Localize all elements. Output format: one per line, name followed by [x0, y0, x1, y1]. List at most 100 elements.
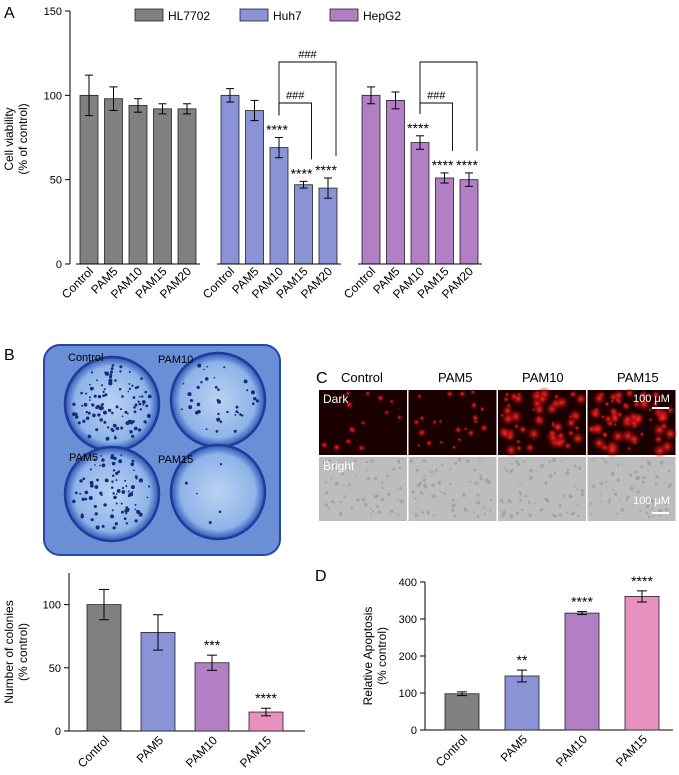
cell-texture: [576, 488, 579, 491]
colony: [131, 434, 135, 438]
fluorescent-cell: [344, 390, 352, 397]
colony: [129, 430, 133, 434]
cell-texture: [485, 508, 487, 510]
cell-texture: [423, 483, 427, 488]
colony: [217, 412, 220, 416]
cell-texture: [663, 482, 666, 485]
colony: [138, 512, 143, 517]
cell-texture: [482, 505, 486, 509]
cell-texture: [657, 492, 660, 495]
chart-b: 0 50 100 Number of colonies (% control) Contr…: [2, 573, 305, 770]
colony: [243, 379, 248, 384]
fluorescent-cell: [344, 437, 353, 446]
cell-texture: [509, 469, 513, 474]
colony: [93, 458, 96, 461]
colony: [127, 390, 130, 393]
fluorescent-cell: [547, 428, 557, 438]
plate-label: Control: [68, 352, 103, 364]
cell-texture: [366, 468, 369, 471]
colony: [130, 462, 135, 467]
colony: [134, 475, 138, 479]
fluorescent-cell: [504, 391, 510, 398]
fluorescent-cell: [586, 424, 597, 435]
cell-texture: [558, 504, 562, 508]
colony: [89, 468, 92, 471]
colony: [206, 365, 209, 368]
cell-texture: [465, 459, 470, 464]
colony: [123, 517, 127, 521]
cell-texture: [339, 461, 342, 464]
y-tick-label: 150: [44, 6, 62, 18]
cell-texture: [370, 459, 374, 463]
bar: [104, 98, 123, 265]
colony: [103, 420, 107, 424]
colony: [120, 454, 123, 457]
colony: [99, 464, 101, 467]
colony: [138, 395, 141, 398]
colony: [182, 382, 185, 385]
fluorescent-cell: [609, 412, 621, 423]
colony: [120, 408, 123, 411]
cell-texture: [332, 501, 335, 504]
colony: [97, 394, 102, 399]
colony: [125, 485, 128, 488]
colony: [91, 483, 94, 486]
fluorescent-cell: [590, 409, 601, 419]
colony: [113, 495, 117, 500]
colony: [120, 510, 124, 514]
colony: [90, 518, 94, 522]
cell-texture: [577, 466, 582, 471]
cell-texture: [619, 500, 622, 503]
cell-texture: [437, 480, 442, 485]
cell-texture: [380, 481, 384, 485]
colony: [184, 481, 188, 485]
legend-swatch: [329, 8, 359, 22]
fluorescent-cell: [458, 389, 467, 398]
cell-texture: [327, 461, 332, 465]
cell-texture: [516, 462, 521, 466]
row-label: Bright: [323, 459, 355, 473]
legend-swatch: [134, 8, 164, 22]
cell-texture: [548, 474, 553, 479]
colony: [110, 367, 114, 371]
cell-texture: [591, 459, 594, 462]
colony: [115, 479, 118, 482]
colony: [197, 363, 202, 368]
colony: [133, 426, 138, 431]
colony: [237, 411, 240, 414]
cell-texture: [370, 513, 373, 516]
plate-outline: [43, 344, 281, 556]
cell-texture: [519, 498, 523, 502]
colony: [246, 389, 249, 392]
fluorescent-cell: [357, 443, 366, 453]
cell-texture: [612, 488, 615, 492]
colony: [219, 462, 223, 466]
cell-texture: [645, 500, 649, 503]
x-tick-label: PAM5: [134, 733, 167, 766]
bar: [459, 179, 479, 265]
colony: [89, 399, 91, 401]
colony: [72, 412, 76, 417]
colony: [94, 512, 98, 516]
y-tick-label: 300: [399, 614, 417, 626]
y-axis-label: (% control): [375, 627, 389, 685]
cell-texture: [544, 481, 548, 485]
well: [169, 443, 267, 541]
colony: [104, 478, 109, 483]
cell-texture: [629, 486, 634, 491]
significance-label: ****: [255, 690, 277, 706]
colony: [125, 522, 129, 525]
column-header: Control: [341, 370, 383, 385]
colony: [90, 371, 94, 374]
fluorescent-cell: [383, 409, 390, 416]
colony: [131, 384, 134, 387]
colony: [85, 410, 88, 414]
cell-texture: [521, 508, 524, 512]
cell-texture: [570, 512, 573, 516]
cell-texture: [669, 482, 673, 486]
cell-texture: [386, 474, 390, 478]
colony: [143, 401, 146, 404]
column-header: PAM5: [438, 370, 472, 385]
cell-texture: [500, 498, 504, 502]
colony: [131, 491, 134, 493]
